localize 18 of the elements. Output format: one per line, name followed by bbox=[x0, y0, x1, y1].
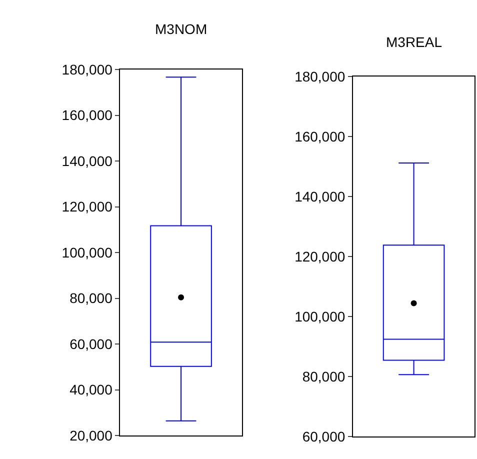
y-tick-label: 40,000 bbox=[70, 382, 113, 398]
y-tick-label: 20,000 bbox=[70, 427, 113, 444]
y-tick-label: 160,000 bbox=[294, 128, 346, 145]
y-tick-label: 140,000 bbox=[62, 152, 113, 169]
y-tick-label: 120,000 bbox=[62, 198, 113, 215]
chart-title: M3NOM bbox=[155, 21, 208, 37]
y-tick-label: 180,000 bbox=[294, 68, 346, 85]
y-tick-label: 100,000 bbox=[62, 244, 113, 260]
y-tick-label: 60,000 bbox=[302, 428, 346, 444]
y-tick-label: 180,000 bbox=[62, 61, 113, 78]
y-tick-label: 140,000 bbox=[294, 188, 346, 204]
y-tick-label: 60,000 bbox=[70, 336, 113, 352]
y-tick-label: 80,000 bbox=[70, 290, 113, 306]
chart-title: M3REAL bbox=[386, 34, 442, 50]
y-tick-label: 120,000 bbox=[294, 248, 346, 264]
y-tick-label: 100,000 bbox=[294, 308, 346, 324]
y-tick-label: 160,000 bbox=[62, 107, 113, 124]
y-tick-label: 80,000 bbox=[302, 368, 346, 384]
